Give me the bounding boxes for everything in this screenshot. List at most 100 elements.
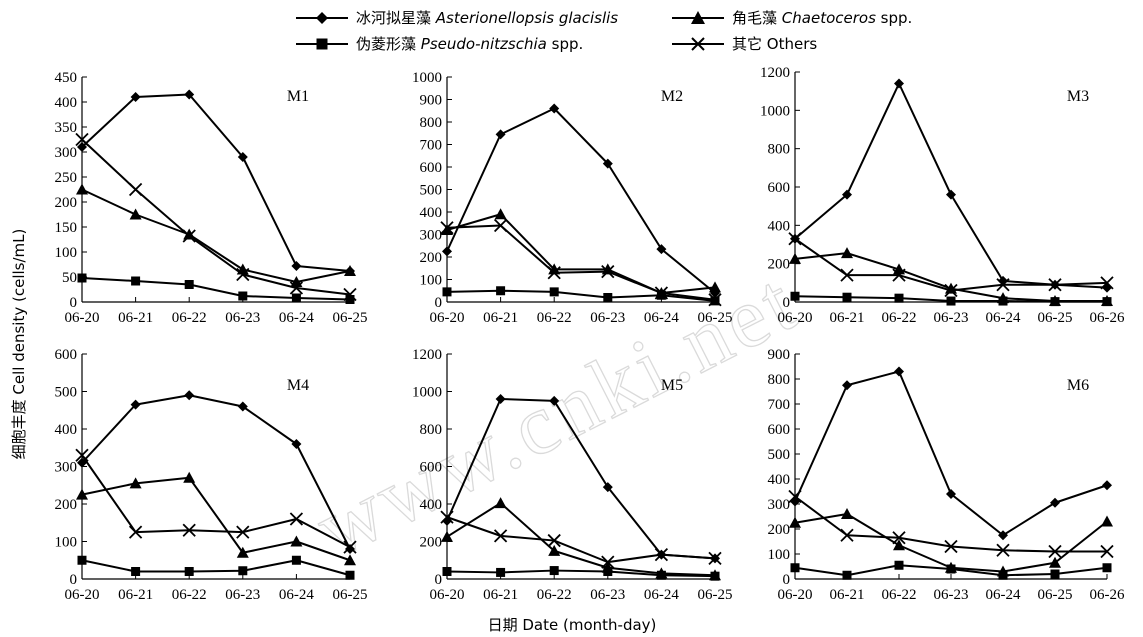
data-point-triangle: [709, 281, 721, 293]
y-tick-label: 400: [420, 497, 443, 513]
data-point-square: [656, 290, 666, 300]
data-point-square: [345, 295, 355, 304]
x-tick-label: 06-23: [225, 587, 260, 603]
data-point-diamond: [842, 189, 852, 200]
series-x: [440, 510, 722, 569]
data-point-x: [343, 540, 357, 554]
series-line: [794, 370, 1108, 537]
data-point-triangle: [841, 247, 853, 259]
y-tick-label: 1000: [760, 103, 790, 119]
x-axis-label: 日期 Date (month-day): [488, 616, 657, 634]
legend-square-marker-icon: [316, 38, 328, 50]
y-tick-label: 500: [55, 385, 78, 401]
x-tick-label: 06-23: [225, 310, 260, 326]
legend-label-pseudo-nitzschia: 伪菱形藻 Pseudo-nitzschia spp.: [356, 35, 583, 53]
x-tick-label: 06-25: [333, 310, 368, 326]
x-tick-label: 06-20: [65, 310, 100, 326]
data-point-x: [944, 539, 958, 554]
data-point-square: [998, 296, 1008, 306]
y-axis-label: 细胞丰度 Cell density (cells/mL): [10, 229, 28, 460]
data-point-x: [182, 523, 196, 537]
data-point-diamond: [1102, 480, 1112, 491]
data-point-x: [996, 278, 1010, 292]
panel-title: M4: [287, 377, 309, 394]
data-point-square: [603, 293, 613, 302]
y-tick-label: 300: [55, 460, 78, 476]
data-point-triangle: [893, 539, 905, 551]
watermark: www.cnki.net: [301, 252, 812, 576]
data-point-triangle: [494, 208, 507, 220]
y-tick-label: 400: [420, 205, 443, 221]
data-point-diamond: [894, 78, 904, 89]
series-line: [81, 476, 351, 562]
data-point-diamond: [842, 380, 852, 391]
data-point-triangle: [129, 477, 142, 489]
x-tick-label: 06-25: [698, 310, 733, 326]
x-tick-label: 06-22: [172, 310, 207, 326]
series-line: [81, 93, 351, 272]
data-point-x: [788, 232, 802, 246]
data-point-square: [496, 567, 506, 577]
data-point-x: [654, 286, 669, 300]
series-diamond: [77, 390, 355, 554]
data-point-triangle: [441, 530, 453, 542]
x-tick-label: 06-23: [934, 587, 969, 603]
data-point-x: [547, 533, 561, 548]
series-line: [794, 252, 1107, 303]
data-point-x: [1048, 544, 1062, 559]
x-tick-label: 06-20: [778, 587, 813, 603]
series-square: [442, 566, 720, 581]
data-point-square: [131, 567, 141, 576]
y-tick-label: 300: [768, 497, 791, 513]
y-tick-label: 1000: [412, 70, 442, 86]
data-point-x: [892, 531, 906, 545]
data-point-square: [549, 287, 559, 297]
data-point-x: [75, 132, 89, 147]
data-point-diamond: [77, 142, 87, 152]
x-tick-label: 06-24: [279, 310, 314, 326]
series-line: [446, 502, 716, 577]
x-tick-label: 06-25: [698, 587, 733, 603]
panel-m4: 0 100 200 300 400 500 600 06-20 06-21 06-22 06-23 0…: [55, 347, 368, 603]
data-point-diamond: [549, 395, 560, 406]
data-point-square: [790, 563, 800, 573]
legend-item-asterionellopsis: 冰河拟星藻 Asterionellopsis glacislis: [296, 9, 618, 27]
x-tick-label: 06-23: [590, 587, 625, 603]
series-diamond: [790, 366, 1112, 541]
data-point-triangle: [548, 544, 561, 556]
data-point-x: [236, 267, 250, 282]
panel-m6: 0 100 200 300 400 500 600 700 800 900 06-20 06-21 06…: [768, 347, 1125, 603]
data-point-x: [892, 268, 906, 282]
series-line: [446, 569, 716, 578]
y-tick-label: 800: [420, 422, 443, 438]
y-tick-label: 600: [55, 347, 78, 363]
data-point-square: [291, 293, 301, 303]
data-point-diamond: [602, 482, 613, 493]
y-tick-label: 800: [768, 372, 791, 388]
series-line: [794, 495, 1107, 553]
y-tick-label: 0: [70, 572, 78, 588]
data-point-diamond: [495, 129, 506, 140]
x-tick-label: 06-24: [279, 587, 314, 603]
data-point-triangle: [183, 228, 196, 240]
y-tick-label: 800: [768, 142, 791, 158]
data-point-diamond: [291, 439, 302, 449]
x-tick-label: 06-23: [934, 310, 969, 326]
data-point-x: [440, 510, 454, 524]
legend-x-marker-icon: [691, 37, 705, 51]
legend-item-others: 其它 Others: [672, 35, 817, 53]
data-point-diamond: [184, 390, 195, 401]
data-point-square: [442, 287, 452, 297]
data-point-square: [549, 566, 559, 576]
data-point-square: [184, 567, 194, 576]
series-square: [77, 273, 355, 304]
data-point-square: [77, 273, 87, 283]
y-tick-label: 1000: [412, 385, 442, 401]
y-tick-label: 800: [420, 115, 443, 131]
legend-label-chaetoceros: 角毛藻 Chaetoceros spp.: [732, 9, 912, 27]
series-line: [81, 559, 351, 577]
data-point-diamond: [549, 103, 560, 114]
data-point-x: [654, 547, 669, 562]
y-tick-label: 200: [55, 497, 78, 513]
x-tick-label: 06-22: [882, 587, 917, 603]
